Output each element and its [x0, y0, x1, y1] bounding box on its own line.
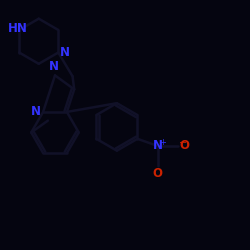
Text: +: + [159, 138, 166, 147]
Text: O: O [153, 167, 163, 180]
Text: HN: HN [8, 22, 28, 35]
Text: N: N [49, 60, 59, 73]
Text: N: N [60, 46, 70, 59]
Text: N: N [30, 106, 40, 118]
Text: O: O [179, 140, 189, 152]
Text: −: − [179, 138, 188, 148]
Text: N: N [153, 140, 163, 152]
